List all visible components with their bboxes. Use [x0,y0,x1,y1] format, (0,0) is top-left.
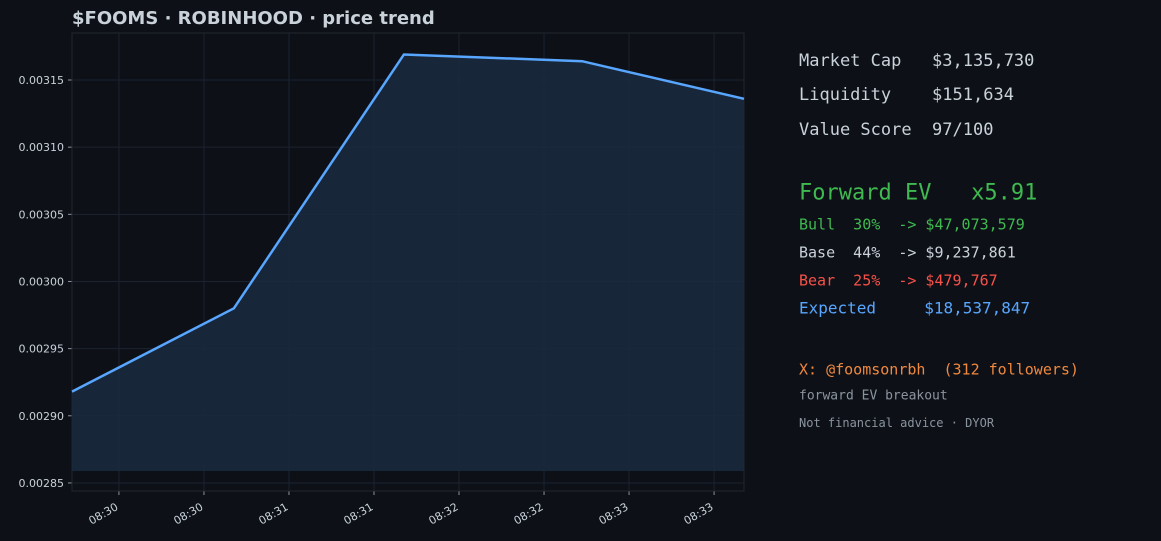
panel-line: Forward EV x5.91 [799,181,1037,206]
chart-title: $FOOMS · ROBINHOOD · price trend [72,8,435,29]
panel-line: X: @foomsonrbh (312 followers) [799,360,1079,378]
y-tick-label: 0.00285 [19,477,65,490]
panel-line: forward EV breakout [799,389,948,404]
y-tick-label: 0.00295 [19,343,65,356]
panel-line: Bear 25% -> $479,767 [799,271,998,289]
panel-line: Expected $18,537,847 [799,299,1030,318]
panel-line: Base 44% -> $9,237,861 [799,243,1016,261]
panel-line: Value Score 97/100 [799,120,993,140]
panel-line: Liquidity $151,634 [799,85,1014,105]
y-tick-label: 0.00305 [19,208,65,221]
y-tick-label: 0.00315 [19,74,65,87]
area [72,54,744,471]
y-tick-label: 0.00310 [19,141,65,154]
y-tick-label: 0.00290 [19,410,65,423]
line [71,53,745,393]
panel-line: Market Cap $3,135,730 [799,51,1034,71]
panel-line: Bull 30% -> $47,073,579 [799,215,1025,233]
panel-line: Not financial advice · DYOR [799,416,995,430]
y-tick-label: 0.00300 [19,275,65,288]
